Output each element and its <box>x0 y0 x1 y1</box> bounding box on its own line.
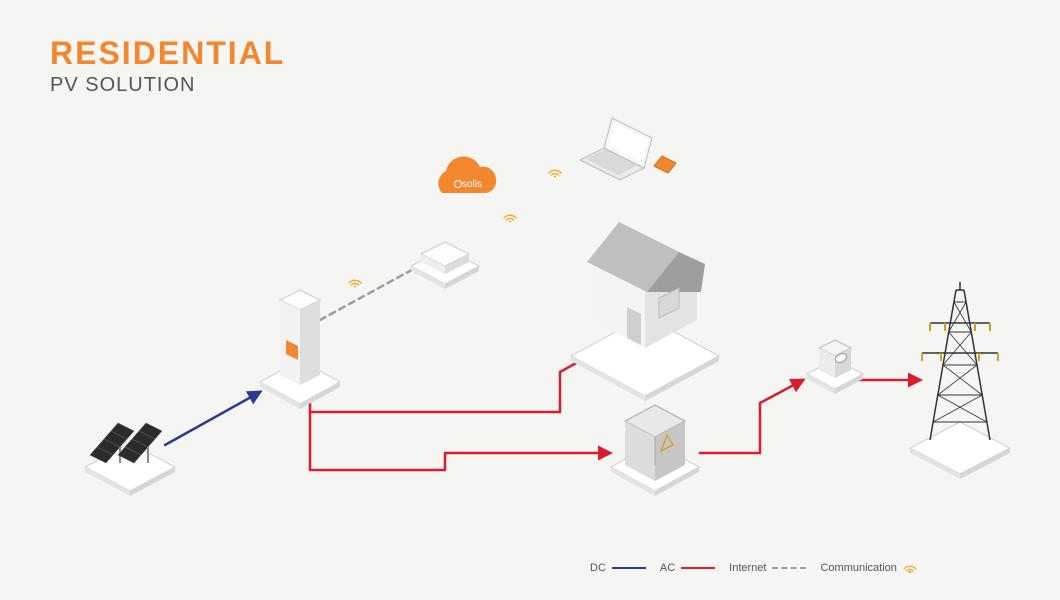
legend-ac: AC <box>660 562 715 574</box>
inverter-icon <box>260 290 340 409</box>
legend-internet-line <box>772 567 806 569</box>
pylon-icon <box>910 282 1010 479</box>
legend-comm: Communication <box>820 562 916 574</box>
solar-panels-icon <box>85 423 175 496</box>
laptop-icon <box>580 118 676 180</box>
house-icon <box>571 222 719 401</box>
distribution-box-icon <box>611 405 699 496</box>
wifi-icon <box>903 563 917 573</box>
meter-icon <box>807 340 863 394</box>
legend-internet-label: Internet <box>729 562 766 574</box>
legend: DC AC Internet Communication <box>590 562 917 574</box>
legend-comm-label: Communication <box>820 562 896 574</box>
cloud-icon: solis <box>438 157 496 193</box>
svg-text:solis: solis <box>462 179 482 190</box>
legend-internet: Internet <box>729 562 806 574</box>
legend-dc-label: DC <box>590 562 606 574</box>
router-icon <box>411 242 479 289</box>
legend-dc-line <box>612 567 646 569</box>
legend-ac-label: AC <box>660 562 675 574</box>
legend-ac-line <box>681 567 715 569</box>
legend-dc: DC <box>590 562 646 574</box>
title-main: RESIDENTIAL <box>50 35 285 72</box>
title-sub: PV SOLUTION <box>50 74 195 97</box>
